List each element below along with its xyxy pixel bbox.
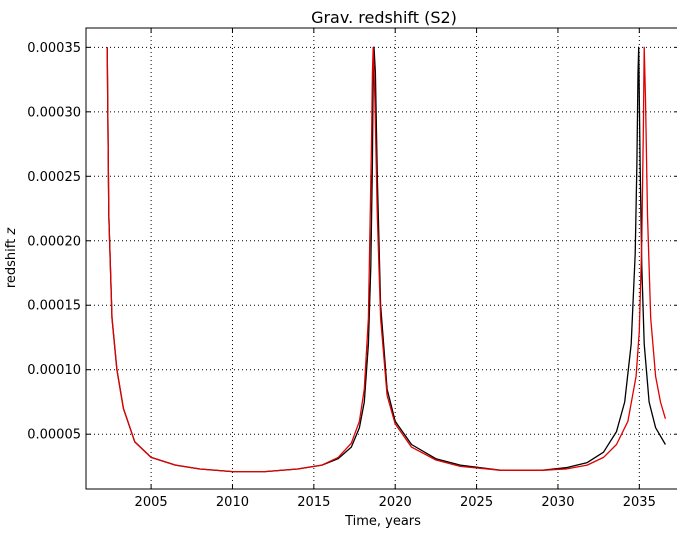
y-tick-label: 0.00025 <box>27 170 81 185</box>
y-tick-label: 0.00005 <box>27 428 81 443</box>
x-tick-label: 2005 <box>135 495 168 510</box>
x-tick-label: 2030 <box>541 495 574 510</box>
series-group <box>106 46 667 473</box>
x-axis-title: Time, years <box>344 514 421 529</box>
plot-frame <box>85 27 677 490</box>
y-tick-label: 0.00035 <box>27 41 81 56</box>
y-tick-label: 0.00015 <box>27 299 81 314</box>
grid <box>86 28 677 489</box>
x-tick-label: 2010 <box>216 495 249 510</box>
x-tick-label: 2020 <box>379 495 412 510</box>
x-tick-label: 2015 <box>297 495 330 510</box>
x-tick-label: 2025 <box>460 495 493 510</box>
chart-title: Grav. redshift (S2) <box>311 8 457 27</box>
y-tick-label: 0.00020 <box>27 234 81 249</box>
series-line-1 <box>106 46 666 473</box>
x-tick-label: 2035 <box>623 495 656 510</box>
series-line-2 <box>106 46 667 473</box>
ticks: 2005 2010 2015 2020 2025 2030 2035 0.00005 0.000… <box>27 28 677 510</box>
y-tick-label: 0.00030 <box>27 105 81 120</box>
y-tick-label: 0.00010 <box>27 363 81 378</box>
y-axis-title: redshift z <box>4 227 19 289</box>
